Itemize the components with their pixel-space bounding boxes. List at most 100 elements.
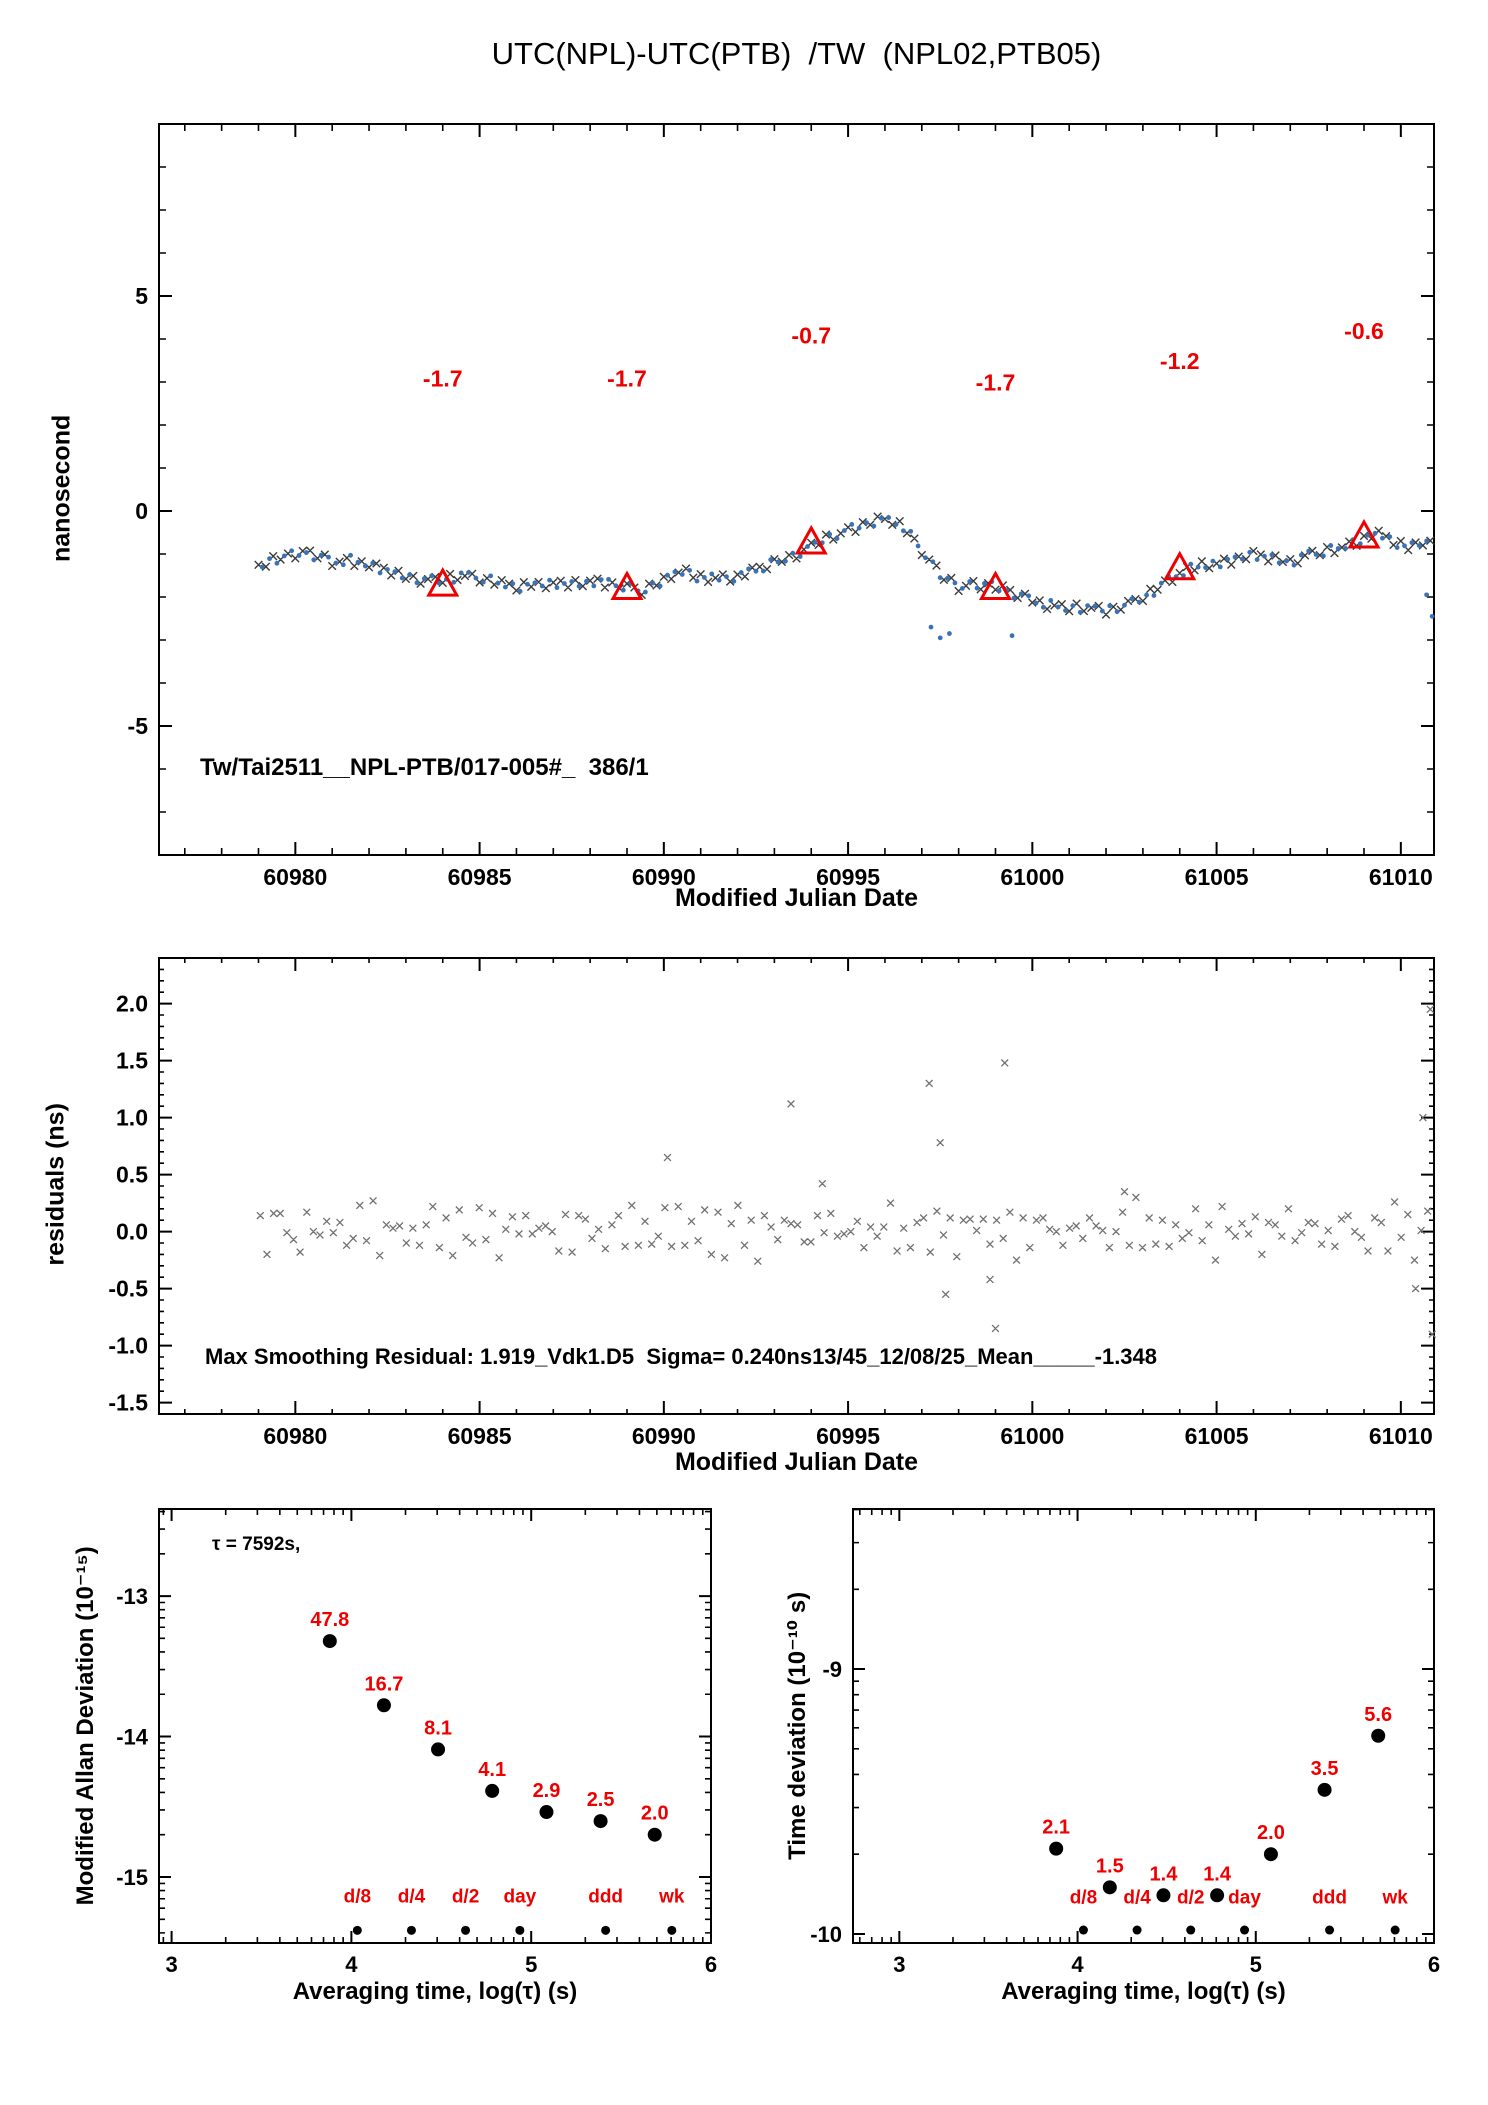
page-title: UTC(NPL)-UTC(PTB) /TW (NPL02,PTB05) xyxy=(491,36,1102,71)
deviation-point xyxy=(431,1742,446,1757)
deviation-point xyxy=(1371,1728,1386,1743)
svg-text:-0.7: -0.7 xyxy=(791,322,831,348)
svg-text:47.8: 47.8 xyxy=(310,1609,349,1631)
tau-marker-dot xyxy=(352,1925,362,1935)
svg-text:61010: 61010 xyxy=(1369,864,1433,890)
svg-text:-14: -14 xyxy=(116,1725,149,1750)
tau-marker-dot xyxy=(1186,1925,1196,1935)
tau-marker-dot xyxy=(1325,1925,1335,1935)
calibration-triangle-marker xyxy=(1163,550,1197,581)
svg-text:wk: wk xyxy=(1381,1888,1408,1909)
svg-text:4.1: 4.1 xyxy=(478,1759,506,1781)
svg-text:d/8: d/8 xyxy=(344,1886,371,1907)
svg-text:61000: 61000 xyxy=(1000,864,1064,890)
svg-text:day: day xyxy=(503,1886,536,1907)
svg-text:3.5: 3.5 xyxy=(1311,1758,1339,1780)
svg-text:60980: 60980 xyxy=(263,864,327,890)
tau-marker-dot xyxy=(1078,1925,1088,1935)
svg-text:1.4: 1.4 xyxy=(1150,1863,1179,1885)
svg-text:-10: -10 xyxy=(810,1922,842,1947)
deviation-point xyxy=(647,1827,662,1842)
svg-text:60990: 60990 xyxy=(632,864,696,890)
svg-text:-5: -5 xyxy=(128,713,149,739)
svg-text:60980: 60980 xyxy=(263,1423,327,1449)
svg-text:-1.0: -1.0 xyxy=(108,1333,148,1359)
svg-text:-0.5: -0.5 xyxy=(108,1276,148,1302)
svg-text:61000: 61000 xyxy=(1000,1423,1064,1449)
svg-text:d/8: d/8 xyxy=(1070,1888,1097,1909)
svg-text:5: 5 xyxy=(135,283,148,309)
svg-text:wk: wk xyxy=(658,1886,685,1907)
svg-text:d/2: d/2 xyxy=(1177,1888,1204,1909)
svg-text:ddd: ddd xyxy=(1312,1888,1347,1909)
deviation-point xyxy=(539,1805,554,1820)
tau-marker-dot xyxy=(406,1925,416,1935)
svg-text:1.0: 1.0 xyxy=(116,1105,148,1131)
svg-text:5: 5 xyxy=(1250,1952,1262,1977)
utc-difference-plot: 60980 60985 60990 60995 61000 61005 61010 -5 0 5 -… xyxy=(128,123,1435,890)
svg-text:day: day xyxy=(1228,1888,1261,1909)
svg-text:8.1: 8.1 xyxy=(424,1717,452,1739)
deviation-point xyxy=(1102,1880,1117,1895)
svg-text:60995: 60995 xyxy=(816,864,880,890)
calibration-triangle-marker xyxy=(426,567,460,597)
svg-text:d/4: d/4 xyxy=(398,1886,426,1907)
utc-difference-axes: 60980 60985 60990 60995 61000 61005 61010 -5 0 5 xyxy=(128,123,1435,890)
svg-text:16.7: 16.7 xyxy=(364,1673,403,1695)
svg-text:5.6: 5.6 xyxy=(1364,1704,1392,1726)
tau-marker-dot xyxy=(667,1925,677,1935)
svg-text:-9: -9 xyxy=(822,1657,842,1682)
svg-text:-1.2: -1.2 xyxy=(1160,348,1200,374)
svg-text:0.5: 0.5 xyxy=(116,1162,148,1188)
residuals-data xyxy=(256,1005,1437,1339)
deviation-point xyxy=(376,1698,391,1713)
svg-text:d/4: d/4 xyxy=(1123,1888,1151,1909)
tau-marker-dot xyxy=(1390,1925,1400,1935)
svg-text:6: 6 xyxy=(705,1952,717,1977)
mdev-plot: 3 4 5 6 -13 -14 -15 47.8 16.7 8.1 4.1 2.9 2.5 2.0 d/8 d… xyxy=(116,1508,717,1977)
tau-marker-dot xyxy=(515,1925,525,1935)
tau-marker-dot xyxy=(461,1925,471,1935)
calibration-triangle-marker xyxy=(978,570,1013,601)
svg-text:-1.7: -1.7 xyxy=(976,370,1016,396)
svg-text:-0.6: -0.6 xyxy=(1344,318,1384,344)
svg-text:0: 0 xyxy=(135,498,148,524)
mdev-data: 47.8 16.7 8.1 4.1 2.9 2.5 2.0 d/8 d/4 d/2 day ddd wk xyxy=(310,1609,685,1935)
utc-difference-data: -1.7 -1.7 -0.7 -1.7 -1.2 -0.6 xyxy=(254,318,1435,641)
svg-text:2.1: 2.1 xyxy=(1042,1817,1070,1839)
tdev-axes: 3 4 5 6 -9 -10 xyxy=(810,1508,1440,1977)
svg-text:6: 6 xyxy=(1428,1952,1440,1977)
svg-text:60985: 60985 xyxy=(448,864,512,890)
svg-text:1.4: 1.4 xyxy=(1203,1863,1232,1885)
svg-text:2.0: 2.0 xyxy=(116,991,148,1017)
deviation-point xyxy=(485,1783,500,1798)
tdev-data: 2.1 1.5 1.4 1.4 2.0 3.5 5.6 d/8 d/4 d/2 day ddd wk xyxy=(1042,1704,1408,1935)
calibration-triangle-marker xyxy=(794,524,828,555)
svg-text:1.5: 1.5 xyxy=(1096,1855,1124,1877)
svg-text:60985: 60985 xyxy=(448,1423,512,1449)
deviation-point xyxy=(322,1634,337,1649)
residuals-axes: 60980 60985 60990 60995 61000 61005 61010 2.0 1.… xyxy=(108,957,1435,1449)
svg-text:d/2: d/2 xyxy=(452,1886,479,1907)
svg-text:3: 3 xyxy=(893,1952,905,1977)
deviation-point xyxy=(1049,1841,1064,1856)
tdev-plot: 3 4 5 6 -9 -10 2.1 1.5 1.4 1.4 2.0 3.5 5.6 d/8 d/4 d/2 d… xyxy=(810,1508,1440,1977)
calibration-triangle-marker xyxy=(610,570,644,601)
svg-text:4: 4 xyxy=(1071,1952,1084,1977)
svg-text:-1.7: -1.7 xyxy=(607,365,647,391)
svg-text:4: 4 xyxy=(345,1952,358,1977)
svg-text:-15: -15 xyxy=(116,1865,148,1890)
svg-text:60990: 60990 xyxy=(632,1423,696,1449)
tau-marker-dot xyxy=(1240,1925,1250,1935)
svg-text:-13: -13 xyxy=(116,1584,148,1609)
svg-text:61005: 61005 xyxy=(1185,1423,1249,1449)
deviation-point xyxy=(593,1814,608,1829)
svg-text:2.0: 2.0 xyxy=(1257,1822,1285,1844)
svg-text:-1.5: -1.5 xyxy=(108,1390,148,1416)
calibration-triangle-marker xyxy=(1347,518,1381,549)
svg-text:61010: 61010 xyxy=(1369,1423,1433,1449)
svg-text:61005: 61005 xyxy=(1185,864,1249,890)
svg-text:3: 3 xyxy=(165,1952,177,1977)
svg-text:-1.7: -1.7 xyxy=(423,365,463,391)
